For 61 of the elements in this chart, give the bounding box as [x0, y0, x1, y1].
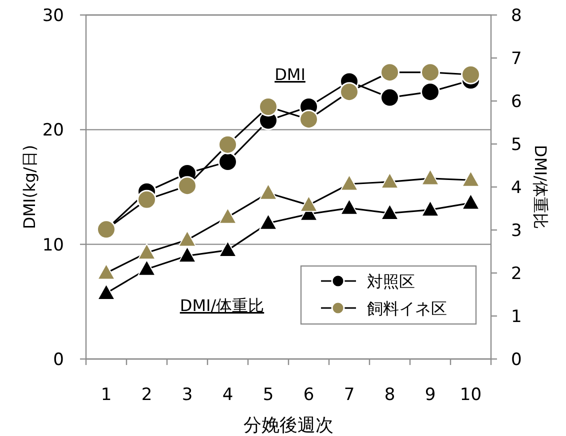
point — [380, 172, 399, 189]
point — [218, 152, 238, 172]
point — [218, 208, 237, 224]
point — [300, 196, 318, 212]
point — [259, 184, 278, 200]
y2-tick-label: 5 — [511, 135, 522, 155]
y-tick-label: 10 — [42, 235, 64, 256]
point — [421, 168, 440, 186]
y2-tick-label: 7 — [511, 49, 522, 69]
y-tick-label: 30 — [42, 6, 64, 26]
point — [462, 193, 480, 210]
x-tick-label: 8 — [384, 385, 396, 405]
point — [462, 170, 480, 187]
point — [340, 198, 358, 215]
y2-tick-label: 3 — [511, 221, 522, 241]
x-tick-label: 9 — [424, 385, 436, 405]
point — [178, 246, 196, 263]
y-tick-label: 20 — [42, 120, 64, 141]
annotation: DMI/体重比 — [180, 296, 264, 315]
x-tick-label: 3 — [182, 385, 193, 405]
annotation: DMI — [274, 65, 306, 84]
x-tick-label: 10 — [460, 385, 482, 405]
y2-tick-label: 6 — [511, 92, 522, 112]
point — [420, 62, 440, 82]
point — [178, 176, 197, 196]
point — [420, 82, 440, 102]
x-tick-label: 1 — [100, 385, 112, 405]
point — [218, 134, 238, 154]
point — [97, 264, 116, 280]
y2-tick-label: 8 — [511, 6, 522, 26]
point — [421, 200, 440, 217]
x-tick-label: 4 — [222, 385, 234, 405]
point — [461, 64, 480, 84]
y-tick-label: 0 — [53, 350, 64, 370]
point — [340, 82, 359, 102]
point — [137, 190, 156, 210]
y2-tick-label: 4 — [511, 178, 522, 198]
point — [218, 240, 237, 258]
point — [380, 204, 399, 220]
x-tick-label: 7 — [344, 385, 355, 405]
point — [258, 96, 278, 116]
point — [259, 214, 278, 230]
legend-label: 対照区 — [367, 272, 415, 291]
y2-tick-label: 2 — [511, 264, 522, 284]
x-tick-label: 2 — [141, 385, 152, 405]
point — [299, 110, 318, 130]
x-tick-label: 6 — [303, 385, 314, 405]
point — [97, 284, 116, 300]
point — [380, 88, 400, 108]
y2-axis-title: DMI/体重比 — [531, 144, 550, 230]
y2-tick-label: 1 — [511, 307, 522, 327]
y2-tick-label: 0 — [511, 350, 522, 370]
x-tick-label: 5 — [262, 385, 274, 405]
y-axis-title: DMI(kg/日) — [20, 144, 39, 230]
x-axis-title: 分娩後週次 — [244, 415, 334, 436]
point — [380, 62, 400, 82]
point — [138, 260, 156, 276]
point — [138, 243, 156, 260]
point — [178, 230, 196, 247]
point — [340, 174, 358, 191]
legend-label: 飼料イネ区 — [367, 299, 447, 318]
